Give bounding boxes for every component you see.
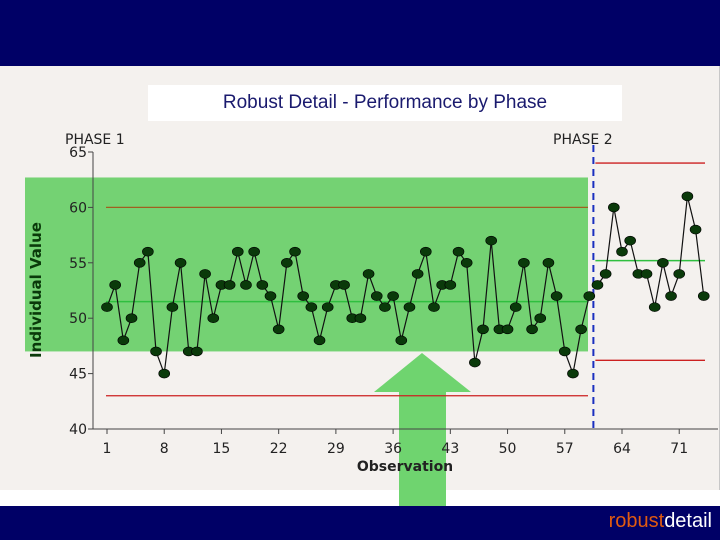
data-point	[526, 324, 538, 335]
chart-title: Robust Detail - Performance by Phase	[148, 85, 622, 121]
y-tick-label: 50	[69, 311, 87, 327]
data-point	[117, 335, 130, 346]
data-point	[142, 246, 154, 257]
data-point	[150, 346, 162, 357]
x-tick-label: 29	[327, 441, 345, 457]
data-point	[567, 368, 579, 379]
y-tick-label: 60	[69, 200, 87, 216]
x-tick-label: 8	[160, 441, 169, 457]
x-tick-label: 22	[270, 441, 288, 457]
data-point	[583, 291, 596, 301]
data-point	[665, 291, 677, 301]
data-point	[289, 246, 301, 257]
data-point	[101, 302, 113, 312]
x-tick-label: 15	[213, 441, 231, 457]
data-point	[591, 280, 604, 290]
highlight-band	[25, 177, 588, 352]
y-tick-label: 65	[69, 145, 87, 161]
data-point	[673, 269, 686, 279]
data-point	[542, 257, 555, 268]
x-tick-label: 71	[670, 441, 688, 457]
data-point	[518, 257, 530, 268]
x-tick-label: 50	[499, 441, 517, 457]
data-point	[428, 302, 440, 312]
x-axis-label: Observation	[357, 459, 453, 475]
data-point	[313, 335, 326, 346]
data-point	[648, 302, 661, 312]
data-point	[477, 324, 489, 335]
data-point	[297, 291, 309, 301]
data-point	[199, 269, 211, 279]
x-tick-label: 1	[103, 441, 112, 457]
data-point	[599, 269, 612, 279]
data-point	[697, 291, 710, 301]
data-point	[256, 280, 269, 290]
phase-1-label: PHASE 1	[65, 132, 125, 148]
phase-2-label: PHASE 2	[553, 132, 613, 148]
data-point	[125, 313, 138, 324]
y-axis-label: Individual Value	[27, 222, 45, 358]
data-point	[534, 313, 547, 324]
data-point	[608, 202, 620, 213]
data-point	[281, 257, 293, 268]
arrow-shaft	[399, 392, 446, 516]
footer-bar	[0, 506, 720, 540]
data-point	[411, 269, 424, 279]
data-point	[362, 269, 375, 279]
data-point	[403, 302, 416, 312]
data-point	[616, 246, 628, 257]
data-point	[379, 302, 391, 312]
data-point	[420, 246, 432, 257]
data-point	[575, 324, 587, 335]
brand-part-1: robust	[608, 510, 665, 532]
data-point	[158, 368, 171, 379]
brand-part-2: detail	[664, 510, 712, 532]
data-point	[338, 280, 350, 290]
x-tick-label: 43	[441, 441, 459, 457]
data-point	[191, 346, 203, 357]
data-point	[469, 357, 481, 368]
data-point	[264, 291, 277, 301]
data-point	[223, 280, 236, 290]
data-point	[240, 280, 252, 290]
data-point	[305, 302, 318, 312]
arrow-head	[374, 353, 471, 392]
data-point	[109, 280, 121, 290]
data-point	[444, 280, 457, 290]
data-point	[501, 324, 514, 335]
data-point	[133, 257, 146, 268]
data-point	[624, 235, 636, 246]
data-point	[509, 302, 522, 312]
series-line-phase-2	[596, 196, 705, 308]
data-point	[166, 302, 179, 312]
data-point	[174, 257, 187, 268]
data-point	[354, 313, 367, 324]
data-point	[550, 291, 563, 301]
header-bar	[0, 0, 720, 66]
x-tick-label: 64	[613, 441, 631, 457]
data-point	[248, 246, 260, 257]
data-point	[657, 257, 669, 268]
data-point	[452, 246, 465, 257]
data-point	[460, 257, 473, 268]
y-tick-label: 55	[69, 256, 87, 272]
data-point	[387, 291, 399, 301]
data-point	[395, 335, 408, 346]
data-point	[558, 346, 571, 357]
data-point	[231, 246, 244, 257]
data-point	[681, 191, 694, 202]
y-tick-label: 45	[69, 367, 87, 383]
data-point	[272, 324, 285, 335]
x-tick-label: 36	[384, 441, 402, 457]
data-point	[640, 269, 653, 279]
y-tick-label: 40	[69, 422, 87, 438]
data-point	[207, 313, 220, 324]
data-point	[485, 235, 498, 246]
data-point	[321, 302, 334, 312]
data-point	[689, 224, 702, 235]
brand-logo: robustdetail	[609, 510, 712, 533]
x-tick-label: 57	[556, 441, 574, 457]
data-point	[370, 291, 383, 301]
